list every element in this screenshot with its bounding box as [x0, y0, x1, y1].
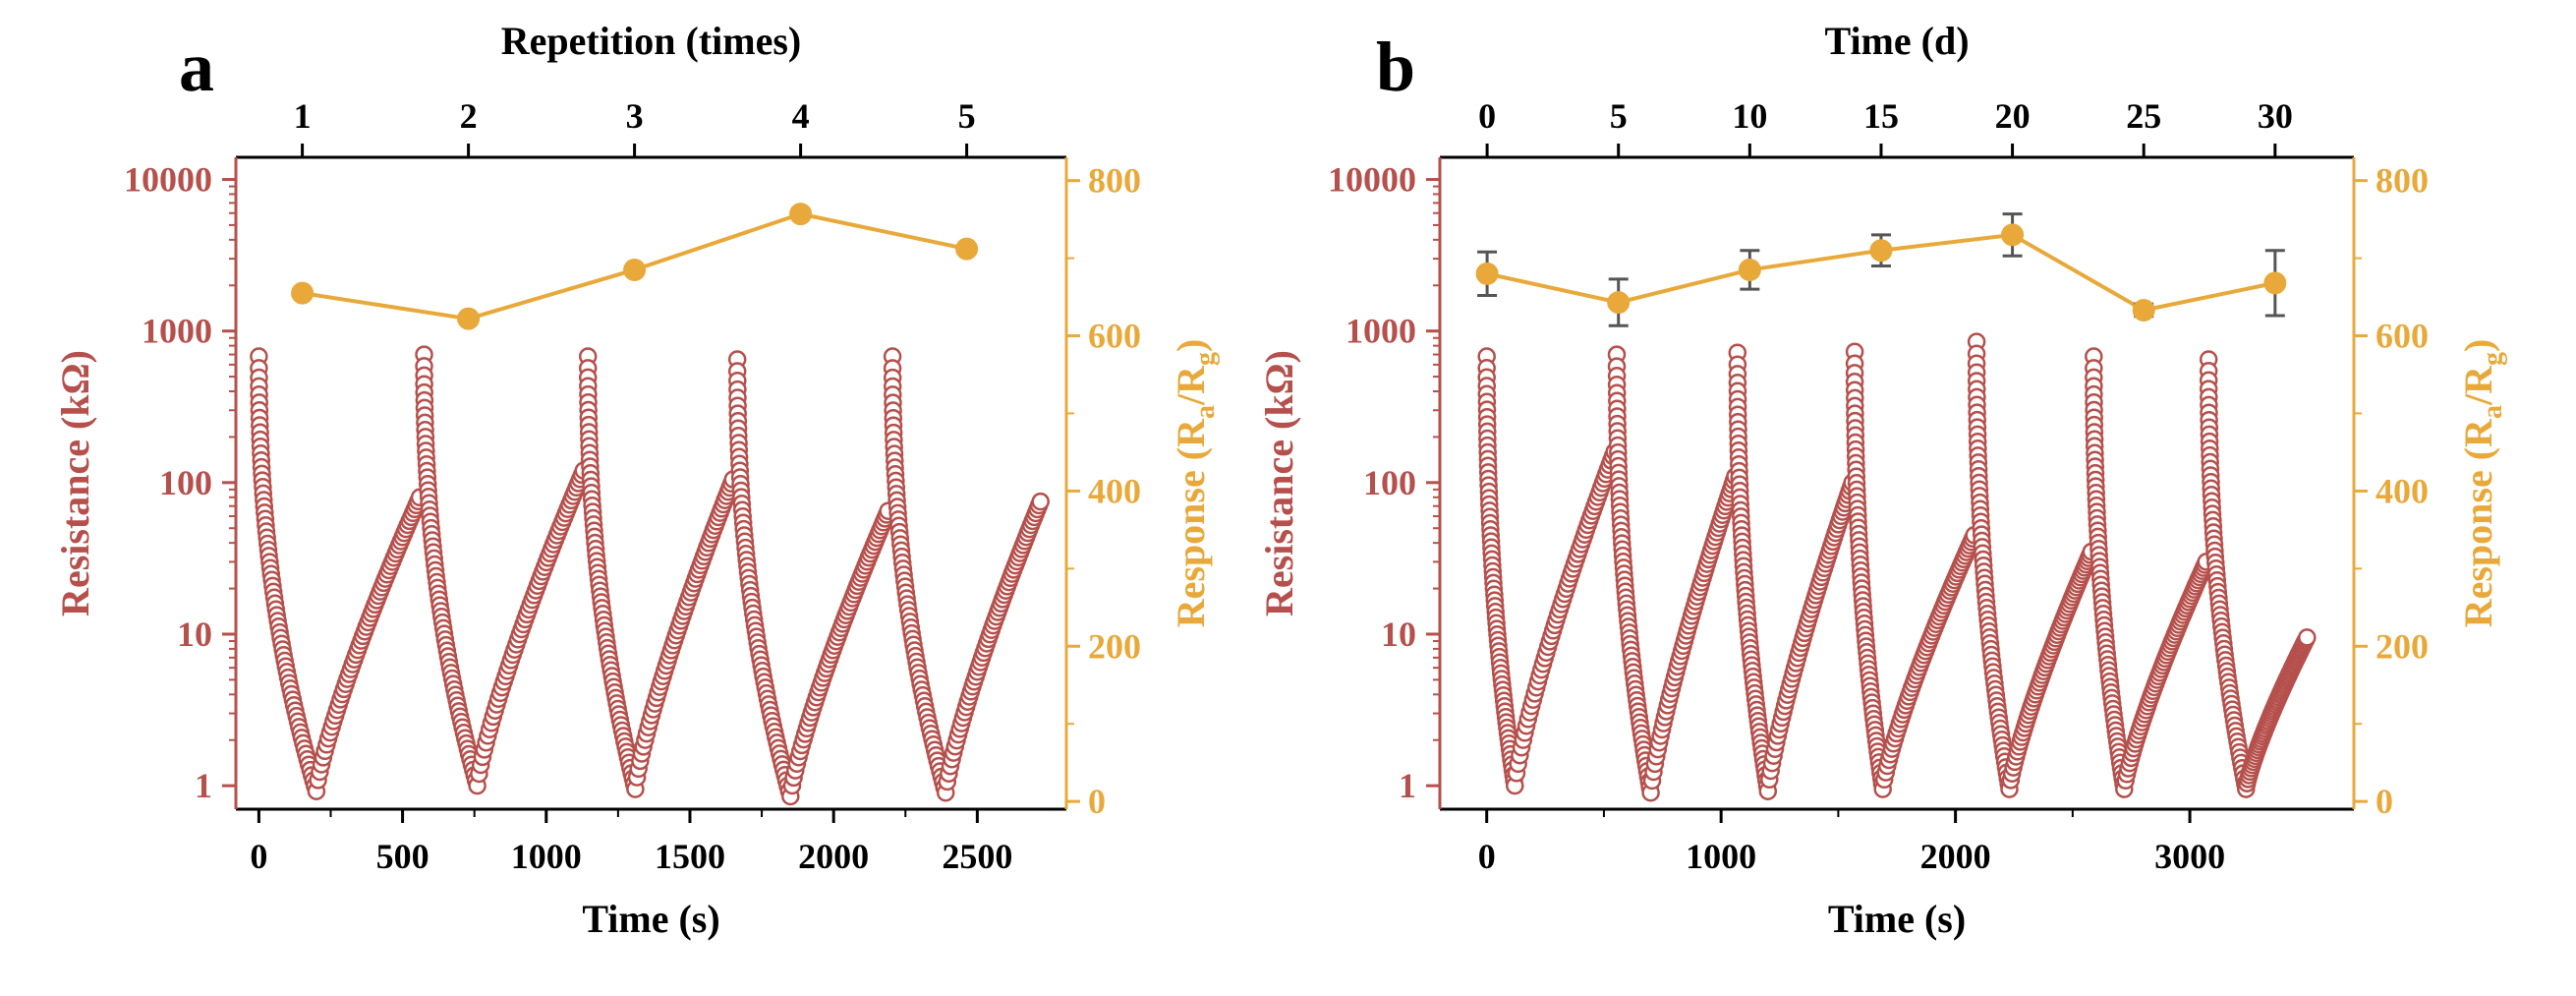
right-y-tick-label: 600 [2376, 317, 2429, 356]
right-y-axis-title-part: g [1190, 352, 1221, 366]
y-tick-label: 1000 [1345, 312, 1416, 351]
x-axis-title: Time (s) [582, 897, 719, 941]
top-x-tick-label: 10 [1732, 96, 1767, 136]
x-tick-label: 3000 [2154, 837, 2225, 876]
right-y-axis-title-part: Response (R [2456, 418, 2500, 627]
y-tick-label: 100 [159, 463, 212, 502]
right-y-tick-label: 0 [1088, 782, 1106, 821]
response-point [789, 203, 813, 226]
top-x-tick-label: 1 [294, 96, 312, 136]
right-y-tick-label: 200 [1088, 626, 1141, 666]
y-tick-label: 10000 [1328, 160, 1416, 200]
panel-label: b [1376, 28, 1415, 106]
top-x-tick-label: 2 [460, 96, 478, 136]
y-tick-label: 10 [177, 615, 212, 654]
panel-label: a [179, 28, 214, 106]
response-point [1738, 258, 1761, 281]
right-y-axis-title-part: ) [2456, 339, 2500, 352]
resistance-point [2298, 628, 2317, 647]
top-x-tick-label: 25 [2126, 96, 2161, 136]
right-y-tick-label: 800 [2376, 161, 2429, 201]
y-tick-label: 100 [1363, 463, 1416, 502]
top-x-tick-label: 4 [792, 96, 810, 136]
right-y-axis-title: Response (Ra/Rg) [2456, 339, 2508, 628]
right-y-tick-label: 800 [1088, 161, 1141, 201]
x-tick-label: 1000 [511, 837, 582, 876]
y-tick-label: 1 [1399, 766, 1416, 805]
x-tick-label: 0 [250, 837, 267, 876]
right-y-axis-title-part: Response (R [1169, 418, 1213, 627]
top-x-tick-label: 15 [1863, 96, 1899, 136]
resistance-series [250, 345, 1050, 806]
top-x-tick-label: 0 [1478, 96, 1496, 136]
right-y-axis-title-part: g [2478, 352, 2508, 366]
response-point [2132, 298, 2155, 322]
response-point [1869, 239, 1893, 263]
x-tick-label: 1500 [655, 837, 725, 876]
top-x-tick-label: 30 [2258, 96, 2293, 136]
y-axis-title: Resistance (kΩ) [1257, 350, 1301, 616]
x-tick-label: 2500 [942, 837, 1012, 876]
right-y-axis-title-part: a [2478, 405, 2508, 419]
response-point [2263, 271, 2287, 295]
right-y-tick-label: 400 [1088, 471, 1141, 510]
top-x-tick-label: 3 [626, 96, 644, 136]
top-x-tick-label: 5 [1610, 96, 1628, 136]
resistance-series [1477, 332, 2317, 802]
right-y-axis-title-part: /R [1169, 365, 1213, 406]
x-tick-label: 0 [1478, 837, 1496, 876]
right-y-axis-title-part: /R [2456, 365, 2500, 406]
y-axis-title: Resistance (kΩ) [53, 350, 97, 616]
right-y-tick-label: 400 [2376, 471, 2429, 510]
right-y-axis-title-part: a [1190, 405, 1221, 419]
top-x-tick-label: 20 [1995, 96, 2031, 136]
response-point [623, 258, 647, 281]
x-tick-label: 2000 [798, 837, 869, 876]
y-tick-label: 10000 [124, 160, 212, 200]
y-tick-label: 1000 [142, 312, 212, 351]
y-tick-label: 10 [1381, 615, 1416, 654]
top-x-axis-title: Time (d) [1824, 19, 1969, 63]
right-y-axis-title: Response (Ra/Rg) [1169, 339, 1221, 628]
top-x-axis-title: Repetition (times) [501, 19, 801, 63]
response-point [955, 237, 979, 261]
resistance-point [1031, 492, 1050, 511]
response-point [457, 307, 481, 330]
response-point [2001, 223, 2025, 247]
right-y-tick-label: 600 [1088, 317, 1141, 356]
response-point [1475, 262, 1499, 285]
response-point [1607, 291, 1631, 315]
y-tick-label: 1 [195, 766, 212, 805]
right-y-axis-title-part: ) [1169, 339, 1213, 352]
x-tick-label: 2000 [1920, 837, 1991, 876]
right-y-tick-label: 200 [2376, 626, 2429, 666]
x-tick-label: 500 [376, 837, 429, 876]
x-axis-title: Time (s) [1828, 897, 1966, 941]
top-x-tick-label: 5 [958, 96, 976, 136]
right-y-tick-label: 0 [2376, 782, 2393, 821]
response-point [291, 281, 315, 305]
x-tick-label: 1000 [1686, 837, 1756, 876]
